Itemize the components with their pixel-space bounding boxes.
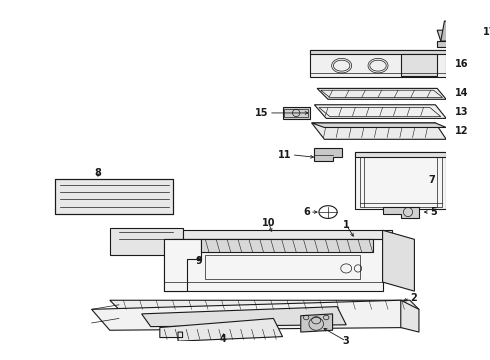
Text: 4: 4 <box>220 334 227 345</box>
Polygon shape <box>201 239 373 252</box>
Polygon shape <box>383 230 415 291</box>
Polygon shape <box>301 314 333 332</box>
Polygon shape <box>164 239 201 291</box>
Text: 5: 5 <box>430 207 437 217</box>
Text: 1: 1 <box>343 220 349 230</box>
Polygon shape <box>55 179 173 214</box>
Text: 2: 2 <box>410 293 416 302</box>
Text: 9: 9 <box>196 256 202 266</box>
Polygon shape <box>383 207 419 217</box>
Polygon shape <box>441 21 452 41</box>
Text: 15: 15 <box>255 108 269 118</box>
Polygon shape <box>355 152 446 209</box>
Polygon shape <box>312 123 446 139</box>
Polygon shape <box>315 105 446 118</box>
Polygon shape <box>310 50 446 54</box>
Text: 11: 11 <box>278 150 292 160</box>
Polygon shape <box>269 261 278 269</box>
Text: 3: 3 <box>343 336 349 346</box>
Polygon shape <box>401 54 437 76</box>
Polygon shape <box>437 30 455 41</box>
Text: 8: 8 <box>95 168 101 178</box>
Text: 17: 17 <box>483 27 490 37</box>
Polygon shape <box>312 123 446 127</box>
Text: 10: 10 <box>262 218 276 228</box>
Text: 13: 13 <box>455 107 469 117</box>
Polygon shape <box>317 89 446 99</box>
Polygon shape <box>401 300 419 332</box>
Polygon shape <box>310 50 446 77</box>
Text: 6: 6 <box>303 207 310 217</box>
Polygon shape <box>110 228 183 255</box>
Polygon shape <box>355 152 446 157</box>
Text: 7: 7 <box>428 175 435 185</box>
Polygon shape <box>437 41 459 46</box>
Text: 12: 12 <box>455 126 469 136</box>
Text: 16: 16 <box>455 59 469 69</box>
Polygon shape <box>160 319 283 341</box>
Polygon shape <box>142 307 346 327</box>
Polygon shape <box>315 148 342 161</box>
Polygon shape <box>283 107 310 119</box>
Polygon shape <box>92 300 410 330</box>
Polygon shape <box>110 300 419 309</box>
Polygon shape <box>183 230 392 239</box>
Polygon shape <box>164 239 383 291</box>
Text: 14: 14 <box>455 88 469 98</box>
